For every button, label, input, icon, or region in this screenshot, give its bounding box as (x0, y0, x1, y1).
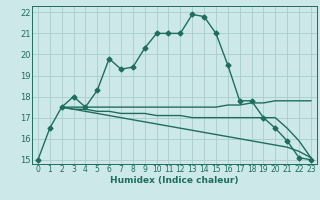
X-axis label: Humidex (Indice chaleur): Humidex (Indice chaleur) (110, 176, 239, 185)
